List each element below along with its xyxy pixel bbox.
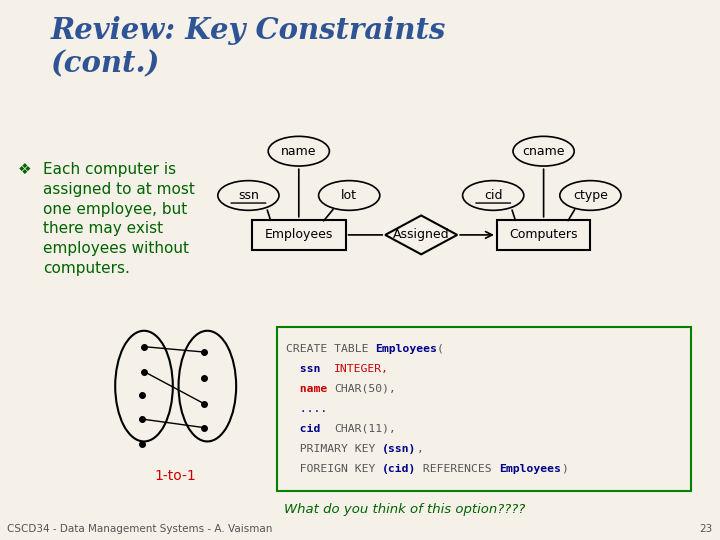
Text: ....: ....: [286, 404, 327, 414]
Text: INTEGER,: INTEGER,: [334, 364, 389, 374]
Ellipse shape: [268, 136, 330, 166]
Text: What do you think of this option????: What do you think of this option????: [284, 503, 526, 516]
Text: Assigned: Assigned: [393, 228, 449, 241]
Text: cid: cid: [286, 424, 334, 434]
Text: cid: cid: [484, 189, 503, 202]
Text: ): ): [561, 464, 567, 474]
Text: 23: 23: [700, 523, 713, 534]
Text: ssn: ssn: [238, 189, 258, 202]
Text: CHAR(50),: CHAR(50),: [334, 384, 396, 394]
Text: FOREIGN KEY: FOREIGN KEY: [286, 464, 382, 474]
Text: name: name: [281, 145, 317, 158]
Text: Review: Key Constraints
(cont.): Review: Key Constraints (cont.): [50, 16, 446, 79]
FancyBboxPatch shape: [497, 220, 590, 249]
Text: cname: cname: [522, 145, 565, 158]
Text: Each computer is
assigned to at most
one employee, but
there may exist
employees: Each computer is assigned to at most one…: [43, 162, 195, 276]
Text: (ssn): (ssn): [382, 444, 416, 454]
Text: Employees: Employees: [375, 344, 437, 354]
Text: CREATE TABLE: CREATE TABLE: [286, 344, 375, 354]
Text: ❖: ❖: [18, 162, 32, 177]
Text: Employees: Employees: [265, 228, 333, 241]
Text: Computers: Computers: [509, 228, 578, 241]
Ellipse shape: [513, 136, 575, 166]
Text: ,: ,: [416, 444, 423, 454]
Text: CHAR(11),: CHAR(11),: [334, 424, 396, 434]
Polygon shape: [385, 215, 457, 254]
Text: CSCD34 - Data Management Systems - A. Vaisman: CSCD34 - Data Management Systems - A. Va…: [7, 523, 273, 534]
Text: (cid): (cid): [382, 464, 416, 474]
Text: (: (: [437, 344, 444, 354]
Ellipse shape: [560, 180, 621, 211]
Text: 1-to-1: 1-to-1: [155, 469, 197, 483]
FancyBboxPatch shape: [277, 327, 691, 491]
Text: REFERENCES: REFERENCES: [416, 464, 499, 474]
Text: ssn: ssn: [286, 364, 334, 374]
Text: PRIMARY KEY: PRIMARY KEY: [286, 444, 382, 454]
Text: name: name: [286, 384, 334, 394]
Ellipse shape: [318, 180, 380, 211]
FancyBboxPatch shape: [252, 220, 346, 249]
Ellipse shape: [462, 180, 524, 211]
Text: Employees: Employees: [499, 464, 561, 474]
Text: lot: lot: [341, 189, 357, 202]
Ellipse shape: [217, 180, 279, 211]
Text: ctype: ctype: [573, 189, 608, 202]
